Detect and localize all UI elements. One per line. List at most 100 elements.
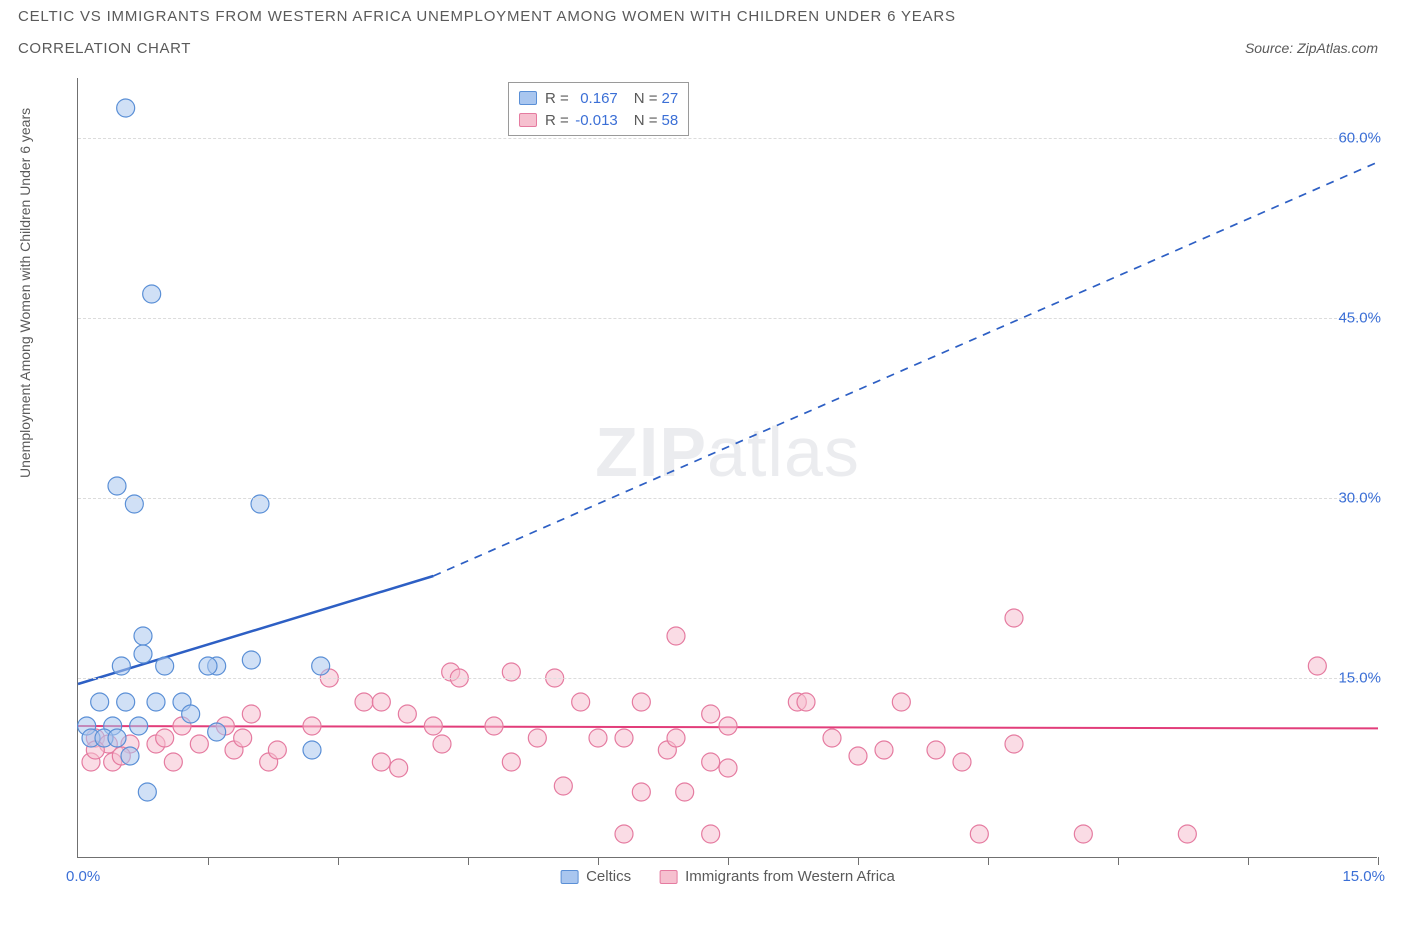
x-tick (468, 857, 469, 865)
point-immigrants (875, 741, 893, 759)
point-immigrants (1178, 825, 1196, 843)
stats-r-value: -0.013 (573, 112, 618, 129)
chart-title: CELTIC VS IMMIGRANTS FROM WESTERN AFRICA… (18, 8, 956, 25)
x-origin-label: 0.0% (66, 868, 100, 885)
point-immigrants (433, 735, 451, 753)
point-celtics (108, 477, 126, 495)
stats-n-label: N = (634, 112, 658, 129)
x-tick (728, 857, 729, 865)
y-tick-label: 15.0% (1338, 670, 1381, 687)
point-immigrants (1005, 735, 1023, 753)
x-tick (208, 857, 209, 865)
point-immigrants (502, 753, 520, 771)
x-tick (598, 857, 599, 865)
point-immigrants (719, 717, 737, 735)
point-immigrants (554, 777, 572, 795)
point-celtics (117, 693, 135, 711)
point-immigrants (234, 729, 252, 747)
point-immigrants (372, 753, 390, 771)
plot-area: ZIPatlas R =0.167N =27R =-0.013N =58 0.0… (77, 78, 1377, 858)
stats-n-label: N = (634, 90, 658, 107)
point-immigrants (719, 759, 737, 777)
plot-svg (78, 78, 1377, 857)
point-celtics (91, 693, 109, 711)
point-celtics (303, 741, 321, 759)
x-tick (988, 857, 989, 865)
bottom-legend: Celtics Immigrants from Western Africa (560, 868, 895, 885)
point-celtics (312, 657, 330, 675)
stats-row: R =-0.013N =58 (519, 109, 678, 131)
point-immigrants (823, 729, 841, 747)
point-immigrants (632, 783, 650, 801)
point-immigrants (667, 729, 685, 747)
point-immigrants (927, 741, 945, 759)
point-immigrants (398, 705, 416, 723)
legend-swatch (659, 870, 677, 884)
y-tick-label: 30.0% (1338, 490, 1381, 507)
point-immigrants (372, 693, 390, 711)
point-celtics (112, 657, 130, 675)
stats-swatch (519, 91, 537, 105)
point-immigrants (1005, 609, 1023, 627)
point-celtics (143, 285, 161, 303)
stats-r-value: 0.167 (573, 90, 618, 107)
point-celtics (156, 657, 174, 675)
point-immigrants (424, 717, 442, 735)
point-immigrants (589, 729, 607, 747)
point-immigrants (849, 747, 867, 765)
point-immigrants (268, 741, 286, 759)
point-immigrants (892, 693, 910, 711)
point-immigrants (1074, 825, 1092, 843)
point-celtics (147, 693, 165, 711)
point-celtics (182, 705, 200, 723)
point-immigrants (953, 753, 971, 771)
y-tick-label: 60.0% (1338, 130, 1381, 147)
point-immigrants (156, 729, 174, 747)
source-attribution: Source: ZipAtlas.com (1245, 40, 1378, 56)
gridline (78, 678, 1377, 679)
point-immigrants (797, 693, 815, 711)
point-immigrants (702, 705, 720, 723)
point-celtics (121, 747, 139, 765)
x-tick (1378, 857, 1379, 865)
point-immigrants (1308, 657, 1326, 675)
x-tick (1118, 857, 1119, 865)
point-immigrants (667, 627, 685, 645)
stats-swatch (519, 113, 537, 127)
point-immigrants (242, 705, 260, 723)
point-immigrants (355, 693, 373, 711)
gridline (78, 138, 1377, 139)
chart-subtitle: CORRELATION CHART (18, 40, 191, 57)
point-immigrants (390, 759, 408, 777)
point-immigrants (190, 735, 208, 753)
point-immigrants (676, 783, 694, 801)
point-immigrants (702, 753, 720, 771)
point-immigrants (615, 825, 633, 843)
point-celtics (138, 783, 156, 801)
point-celtics (242, 651, 260, 669)
point-celtics (208, 723, 226, 741)
stats-row: R =0.167 N =27 (519, 87, 678, 109)
stats-r-label: R = (545, 90, 569, 107)
point-immigrants (632, 693, 650, 711)
point-immigrants (572, 693, 590, 711)
trend-line-celtics-dashed (433, 162, 1378, 576)
point-celtics (199, 657, 217, 675)
legend-label: Immigrants from Western Africa (685, 868, 895, 885)
legend-item: Celtics (560, 868, 631, 885)
y-axis-label: Unemployment Among Women with Children U… (17, 108, 33, 478)
point-immigrants (303, 717, 321, 735)
x-max-label: 15.0% (1342, 868, 1385, 885)
stats-n-value: 27 (662, 90, 679, 107)
plot-container: Unemployment Among Women with Children U… (45, 78, 1385, 888)
gridline (78, 498, 1377, 499)
point-immigrants (485, 717, 503, 735)
point-celtics (117, 99, 135, 117)
point-celtics (130, 717, 148, 735)
y-tick-label: 45.0% (1338, 310, 1381, 327)
legend-swatch (560, 870, 578, 884)
gridline (78, 318, 1377, 319)
point-celtics (134, 645, 152, 663)
point-celtics (108, 729, 126, 747)
point-immigrants (164, 753, 182, 771)
